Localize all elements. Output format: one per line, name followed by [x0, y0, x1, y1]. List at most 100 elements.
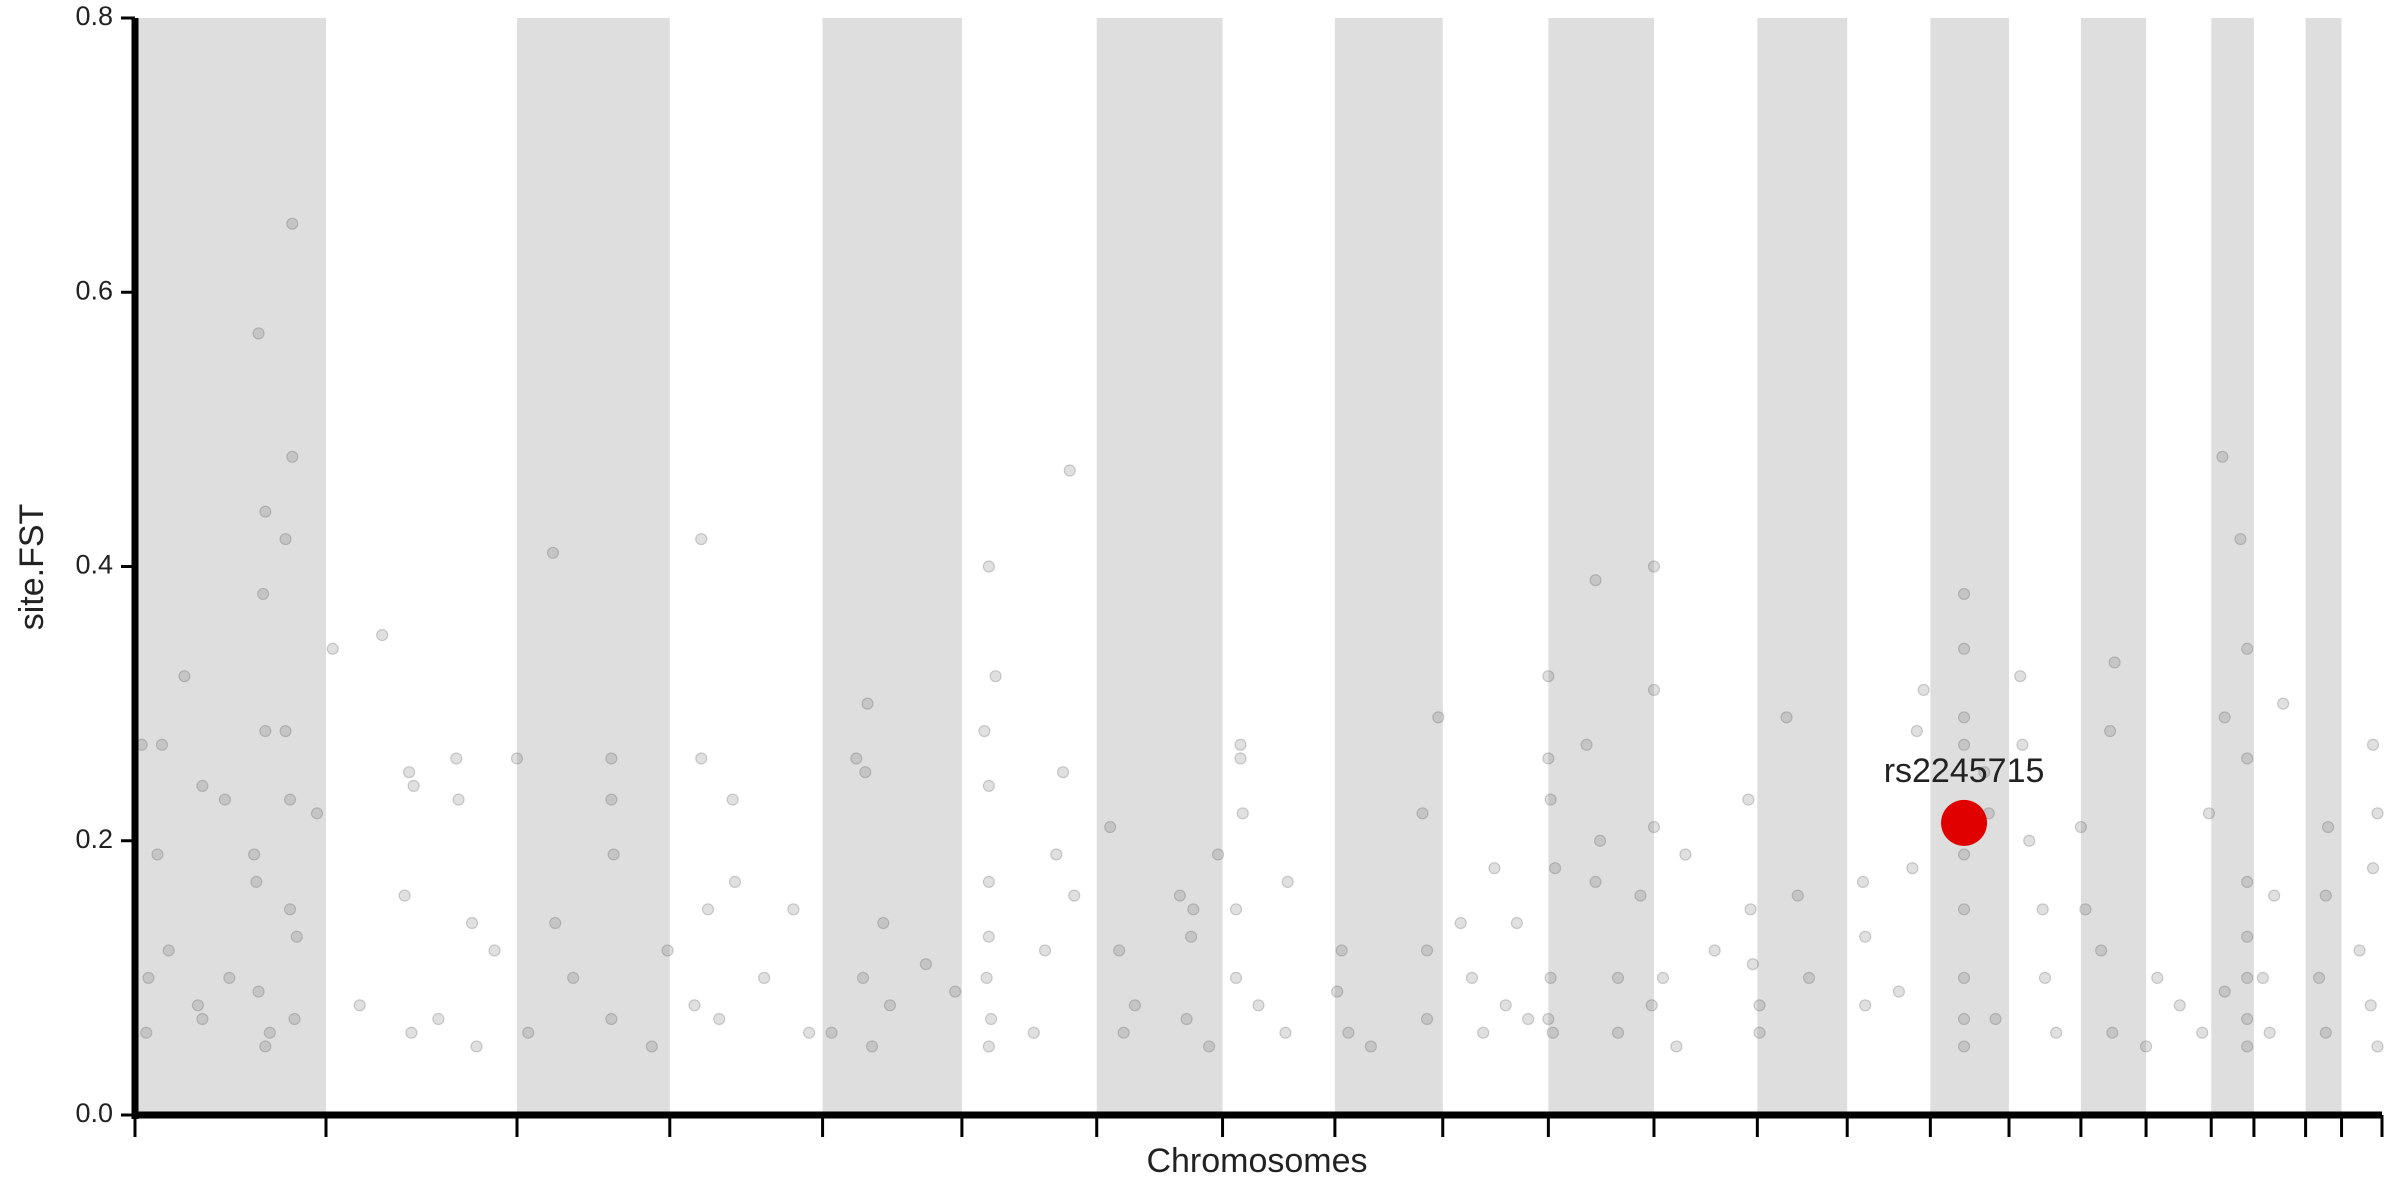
data-point	[155, 738, 169, 751]
data-point	[982, 779, 995, 793]
data-point	[326, 642, 339, 655]
data-point	[2038, 971, 2052, 984]
data-point	[1856, 875, 1870, 888]
data-point	[1989, 1012, 2002, 1026]
data-point	[252, 327, 265, 340]
data-point	[2241, 930, 2254, 943]
data-point	[982, 560, 995, 573]
data-point	[1634, 889, 1647, 902]
data-point	[1957, 848, 1971, 861]
chromosome-band	[1548, 18, 1654, 1115]
chromosome-band	[135, 18, 326, 1115]
data-point	[982, 1040, 995, 1053]
data-point	[1544, 971, 1557, 984]
data-point	[1104, 820, 1117, 834]
data-point	[758, 971, 771, 984]
chromosome-band	[1930, 18, 2009, 1115]
data-point	[1647, 820, 1661, 834]
chromosome-band	[2080, 18, 2147, 1115]
chromosome-band	[822, 18, 962, 1115]
data-point	[1744, 903, 1757, 916]
data-point	[353, 999, 366, 1012]
data-point	[1211, 848, 1225, 861]
data-point	[1647, 560, 1661, 573]
y-tick-label: 0.6	[75, 275, 113, 305]
data-point	[1670, 1040, 1683, 1053]
data-point	[1611, 971, 1625, 984]
y-tick-label: 0.0	[75, 1098, 113, 1128]
data-point	[1281, 875, 1294, 888]
data-point	[1791, 889, 1804, 902]
data-point	[259, 505, 272, 518]
data-point	[2366, 738, 2380, 751]
chromosome-band	[1757, 18, 1848, 1115]
data-point	[645, 1040, 658, 1053]
data-point	[1957, 711, 1971, 724]
data-point	[290, 930, 303, 943]
data-point	[2312, 971, 2326, 984]
data-point	[1580, 738, 1593, 751]
data-point	[2241, 752, 2254, 765]
data-point	[2353, 944, 2366, 957]
data-point	[1420, 1012, 1434, 1026]
data-point	[288, 1012, 301, 1026]
data-point	[1477, 1026, 1490, 1039]
data-point	[567, 971, 580, 984]
data-point	[2104, 724, 2117, 738]
chromosome-band	[2305, 18, 2342, 1115]
data-point	[1957, 903, 1971, 916]
data-point	[310, 807, 324, 820]
data-point	[1128, 999, 1142, 1012]
data-point	[1892, 985, 1905, 998]
data-point	[1906, 862, 1919, 875]
data-point	[859, 766, 872, 779]
data-point	[605, 752, 618, 765]
data-point	[1465, 971, 1479, 984]
data-point	[2108, 656, 2121, 669]
data-point	[546, 546, 560, 559]
data-point	[2106, 1026, 2119, 1039]
chromosome-band	[2211, 18, 2254, 1115]
data-point	[1187, 903, 1200, 916]
data-point	[247, 848, 261, 861]
data-point	[1331, 985, 1344, 998]
data-point	[1679, 848, 1692, 861]
y-axis-label: site.FST	[13, 504, 51, 631]
chromosome-bands	[135, 18, 2342, 1115]
data-point	[403, 766, 416, 779]
data-point	[1753, 999, 1766, 1012]
data-point	[985, 1012, 998, 1026]
data-point	[2319, 889, 2332, 902]
data-point	[398, 889, 411, 902]
data-point	[2277, 697, 2290, 710]
data-point	[1859, 999, 1872, 1012]
data-point	[1050, 848, 1063, 861]
data-point	[1416, 807, 1429, 820]
data-point	[2196, 1026, 2209, 1039]
data-point	[1432, 711, 1445, 724]
data-point	[2173, 999, 2186, 1012]
data-point	[1420, 944, 1434, 957]
data-point	[980, 971, 993, 984]
highlight-label: rs2245715	[1884, 752, 2045, 790]
data-point	[2014, 670, 2027, 683]
data-point	[2050, 1026, 2063, 1039]
data-point	[1589, 574, 1602, 587]
data-point	[1656, 971, 1670, 984]
data-point	[2256, 971, 2270, 984]
data-point	[196, 779, 209, 793]
data-point	[1742, 793, 1755, 806]
data-point	[142, 971, 155, 984]
data-point	[259, 724, 272, 738]
data-point	[1229, 903, 1243, 916]
data-point	[470, 1040, 483, 1053]
data-point	[1542, 670, 1555, 683]
data-point	[151, 848, 164, 861]
data-point	[1917, 683, 1930, 697]
data-point	[1027, 1026, 1040, 1039]
data-point	[1957, 587, 1971, 601]
data-point	[140, 1026, 153, 1039]
data-point	[701, 903, 715, 916]
y-tick-label: 0.2	[75, 824, 113, 854]
data-point	[510, 752, 524, 765]
